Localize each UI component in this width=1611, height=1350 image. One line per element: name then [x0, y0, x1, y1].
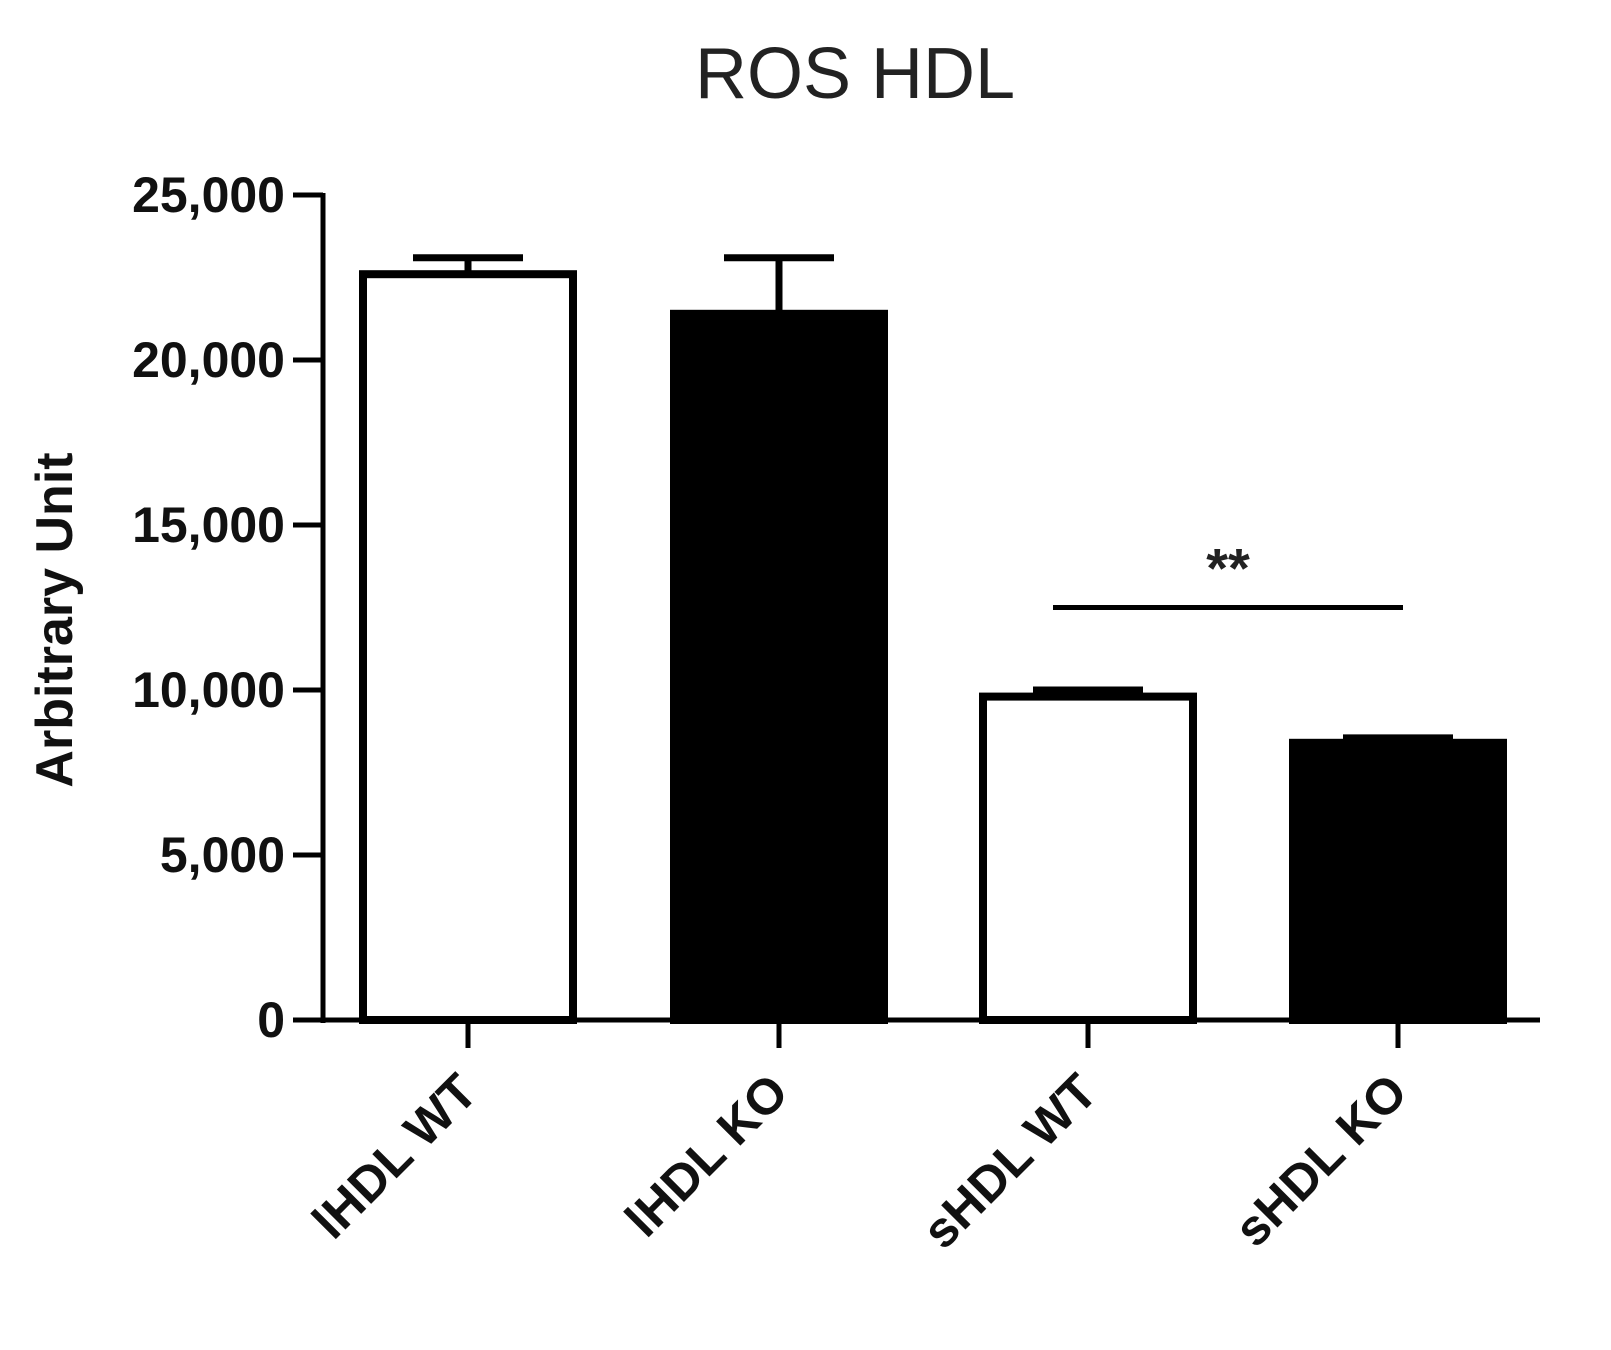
y-tick-label: 0	[257, 992, 285, 1048]
chart-title: ROS HDL	[695, 34, 1015, 114]
error-bars	[413, 254, 1453, 743]
y-tick-label: 20,000	[132, 332, 285, 388]
bars	[359, 270, 1507, 1024]
y-tick-label: 10,000	[132, 662, 285, 718]
x-tick-label: lHDL WT	[302, 1063, 488, 1249]
bar	[359, 270, 577, 1024]
y-tick-label: 15,000	[132, 497, 285, 553]
x-tick-label: sHDL KO	[1224, 1063, 1418, 1257]
significance-label: **	[1206, 537, 1250, 600]
x-tick-label: lHDL KO	[614, 1063, 798, 1247]
significance-annotations: **	[1053, 537, 1403, 610]
bar	[979, 692, 1197, 1024]
y-tick-label: 25,000	[132, 167, 285, 223]
x-tick-label: sHDL WT	[912, 1063, 1108, 1259]
y-axis-label: Arbitrary Unit	[26, 452, 84, 787]
bar	[670, 309, 888, 1024]
y-tick-label: 5,000	[160, 827, 285, 883]
bar	[1289, 738, 1507, 1024]
